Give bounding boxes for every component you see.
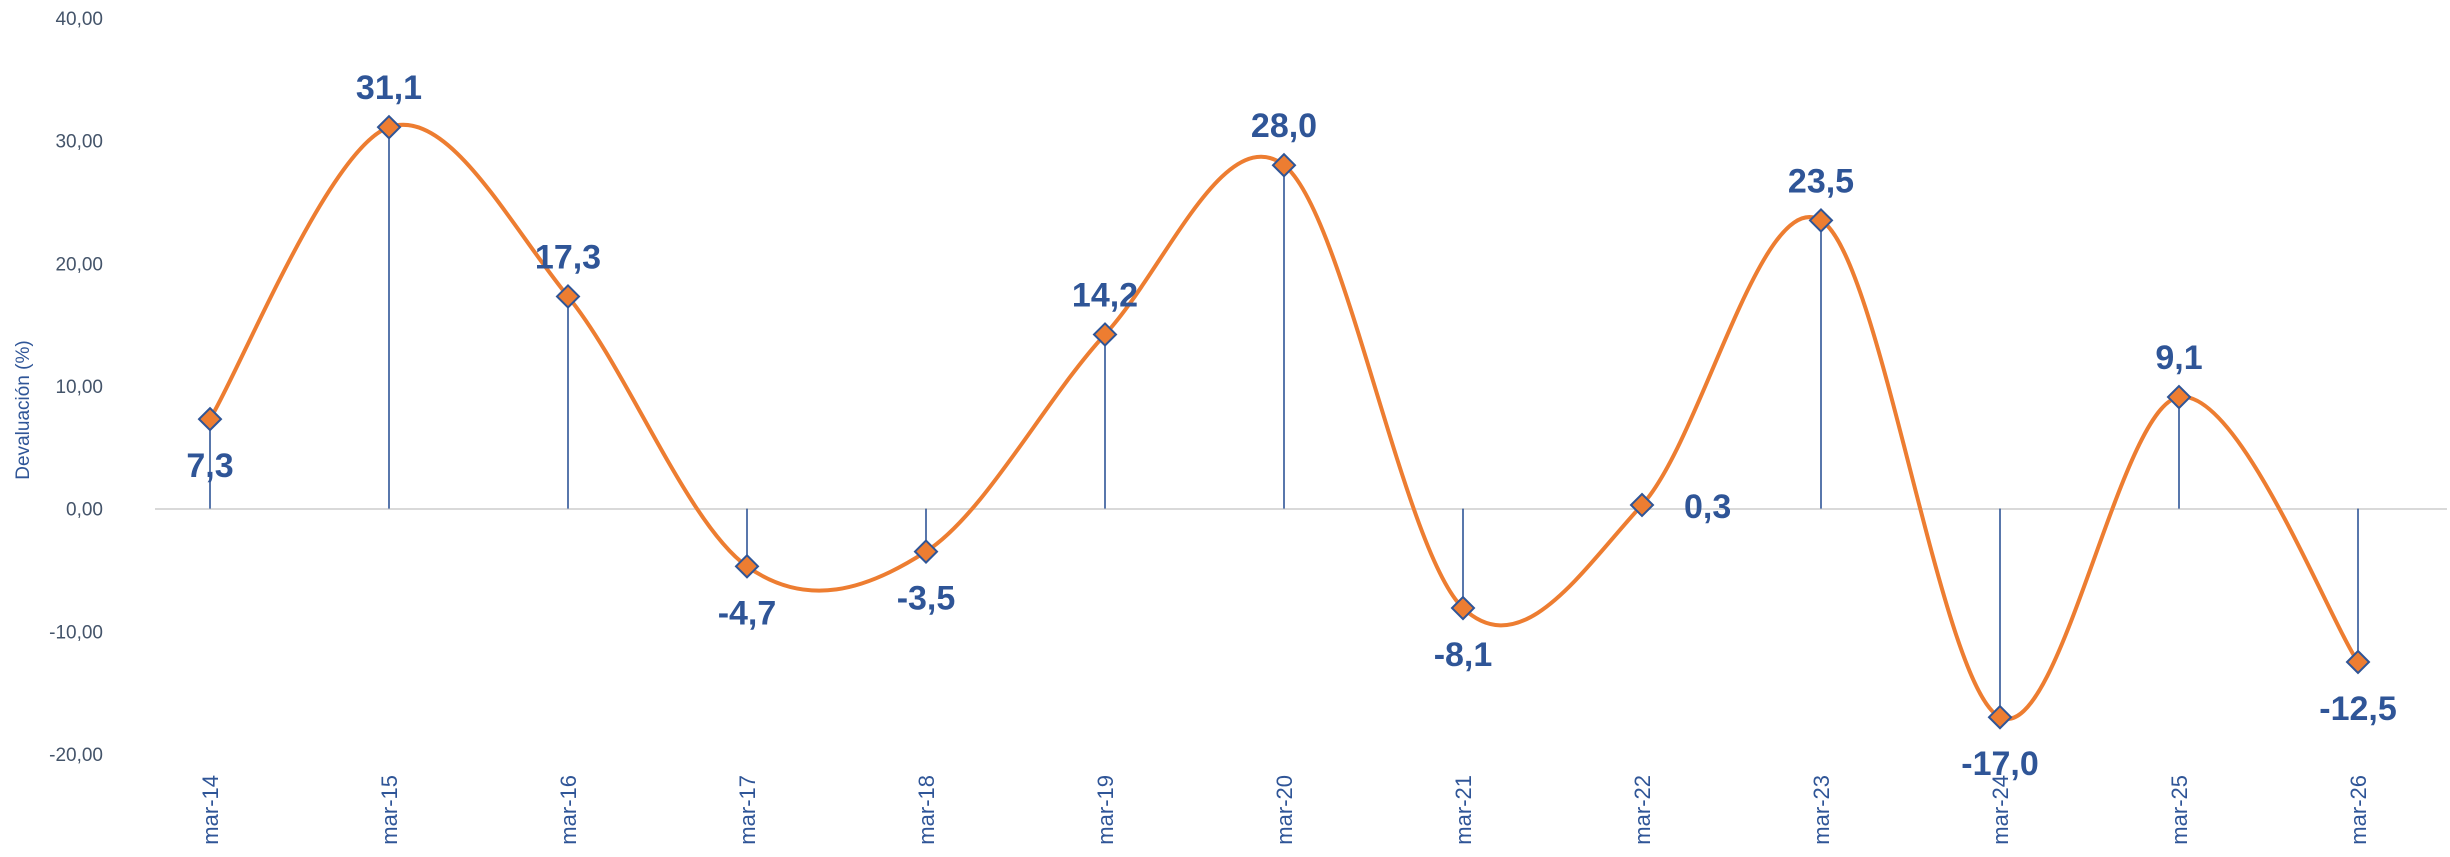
data-label: 31,1 [356,69,422,107]
data-point-marker [1092,322,1118,347]
data-label: -17,0 [1961,745,2039,783]
data-point-marker [376,114,402,140]
data-label: 0,3 [1684,488,1731,526]
data-point-marker [734,553,760,579]
data-label: 9,1 [2155,339,2202,377]
data-label: 23,5 [1788,162,1854,200]
x-tick-label: mar-19 [1093,775,1118,845]
x-tick-label: mar-26 [2346,775,2371,845]
y-axis-ticks: 40,00 30,00 20,00 10,00 0,00 -10,00 -20,00 [49,9,103,766]
data-point-marker [197,406,223,432]
data-point-marker [2166,384,2192,410]
data-point-marker [913,539,939,565]
y-tick-label: -20,00 [49,745,103,766]
x-tick-label: mar-22 [1630,775,1655,845]
y-tick-label: 40,00 [55,9,103,30]
series-markers [197,114,2371,730]
data-label: -4,7 [718,594,777,632]
data-label: 17,3 [535,238,601,276]
x-tick-label: mar-14 [198,775,223,845]
y-tick-label: 30,00 [55,132,103,153]
x-tick-label: mar-18 [914,775,939,845]
y-tick-label: 20,00 [55,254,103,275]
data-point-marker [1629,492,1655,518]
x-tick-label: mar-21 [1451,775,1476,845]
data-label: -12,5 [2319,690,2397,728]
x-tick-label: mar-17 [735,775,760,845]
data-label: 28,0 [1251,107,1317,145]
y-tick-label: 0,00 [66,500,103,521]
x-tick-label: mar-23 [1809,775,1834,845]
drop-lines [209,127,2359,718]
y-tick-label: 10,00 [55,377,103,398]
x-tick-label: mar-24 [1988,775,2013,845]
data-label: -3,5 [897,580,956,618]
data-label: 14,2 [1072,276,1138,314]
data-point-marker [2345,649,2371,675]
data-point-marker [1450,595,1476,621]
y-tick-label: -10,00 [49,622,103,643]
data-label: 7,3 [186,447,233,485]
data-point-marker [1271,152,1297,178]
data-point-marker [1808,207,1834,233]
data-label: -8,1 [1434,636,1493,674]
x-tick-label: mar-15 [377,775,402,845]
x-tick-label: mar-16 [556,775,581,845]
y-axis-label: Devaluación (%) [13,340,34,479]
x-tick-label: mar-25 [2167,775,2192,845]
x-axis-ticks: mar-14 mar-15 mar-16 mar-17 mar-18 mar-19 mar-… [198,775,2371,845]
data-point-marker [1987,704,2013,730]
x-tick-label: mar-20 [1272,775,1297,845]
data-point-marker [555,284,581,309]
data-labels: 7,3 31,1 17,3 -4,7 -3,5 14,2 28,0 -8,1 0,3 23,5 -1… [186,69,2396,783]
